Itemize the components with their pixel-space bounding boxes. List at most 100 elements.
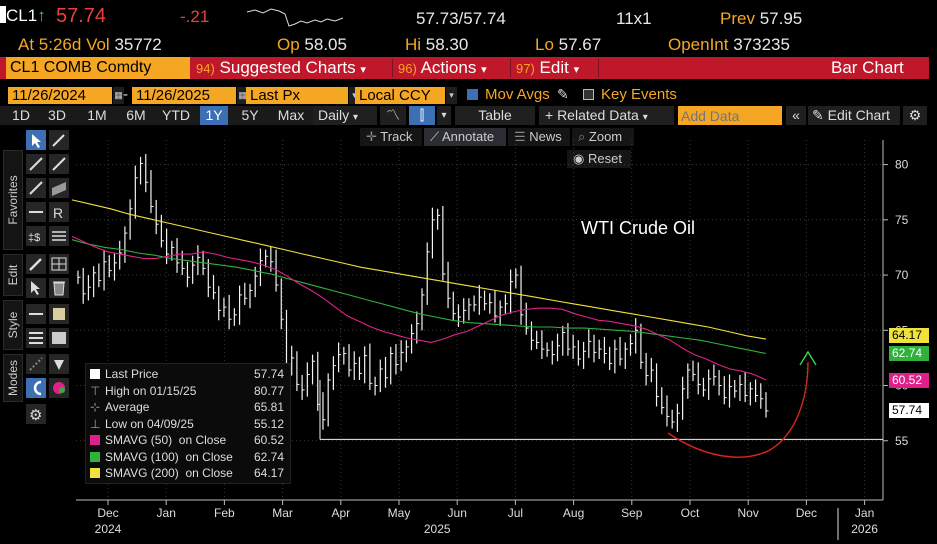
reset-button[interactable]: ◉ Reset	[567, 150, 631, 168]
tab-style[interactable]: Style	[3, 300, 23, 350]
actions-menu[interactable]: 96) Actions ▾	[398, 58, 487, 77]
bar-chart-icon[interactable]: ⫿	[409, 106, 435, 125]
field-select[interactable]: Last Px	[246, 87, 348, 104]
arrow-up-icon	[799, 350, 817, 366]
zoom-icon: ⌕	[578, 129, 586, 144]
price-tag: 62.74	[889, 346, 929, 362]
news-icon: ☰	[514, 129, 526, 144]
trend-annotation-curve	[667, 361, 809, 458]
pencil-icon[interactable]: ✎	[557, 86, 569, 102]
weight-icon	[29, 332, 43, 344]
legend-label: SMAVG (200) on Close	[105, 466, 233, 480]
measure-icon	[29, 357, 43, 371]
sma50-line	[71, 235, 767, 381]
frequency-select[interactable]: Daily ▾	[313, 106, 377, 125]
tab-edit[interactable]: Edit	[3, 254, 23, 296]
x-year-label: 2025	[424, 522, 451, 536]
retrace-icon: R	[53, 205, 63, 221]
track-button[interactable]: ✛ Track	[360, 128, 422, 146]
price-tag: 57.74	[889, 403, 929, 419]
security-field[interactable]: CL1 COMB Comdty	[6, 57, 190, 79]
text-lines-icon	[52, 231, 66, 241]
tab-modes[interactable]: Modes	[3, 354, 23, 402]
trend-icon	[29, 181, 43, 195]
tab-favorites[interactable]: Favorites	[3, 150, 23, 250]
x-tick-label: May	[388, 506, 411, 520]
gear-icon[interactable]: ⚙	[903, 106, 927, 125]
legend-label: SMAVG (50) on Close	[105, 433, 227, 447]
sma200-line	[71, 199, 767, 340]
y-tick-label: 75	[895, 213, 909, 227]
up-arrow-icon: ↑	[37, 6, 46, 25]
annotate-button[interactable]: ⟋ Annotate	[424, 128, 506, 146]
chevron-down-icon[interactable]: ▾	[446, 87, 457, 104]
last-price: 57.74	[56, 5, 107, 27]
legend-swatch	[90, 369, 100, 379]
legend-row: ⊹ Average	[90, 400, 149, 415]
chevron-down-icon[interactable]: ▾	[349, 87, 360, 104]
high-price: Hi 58.30	[405, 35, 469, 54]
x-tick-label: Nov	[738, 506, 759, 520]
suggested-charts-menu[interactable]: 94) Suggested Charts ▾	[196, 58, 366, 77]
segment-icon	[29, 157, 43, 171]
bid-ask: 57.73/57.74	[416, 9, 506, 28]
collapse-icon[interactable]: «	[786, 106, 806, 125]
mov-avgs-checkbox[interactable]	[467, 89, 478, 100]
crosshair-icon: ✛	[366, 129, 377, 144]
x-tick-label: Mar	[272, 506, 293, 520]
start-date-input[interactable]: 11/26/2024	[8, 87, 112, 104]
legend-label: Low on 04/09/25	[105, 416, 194, 431]
period-button-5y[interactable]: 5Y	[241, 107, 259, 123]
chart-type-label: Bar Chart	[831, 58, 904, 77]
drawing-tools: R ‡$ ⚙	[26, 130, 69, 424]
period-button-1d[interactable]: 1D	[12, 107, 30, 123]
x-tick-label: Jul	[508, 506, 523, 520]
table-button[interactable]: Table	[455, 106, 535, 125]
fill-color-icon	[53, 308, 65, 320]
legend-value: 62.74	[253, 449, 284, 464]
line-chart-icon[interactable]: 〽	[380, 106, 406, 125]
edit-chart-button[interactable]: ✎ Edit Chart	[808, 106, 900, 125]
legend-row: ⊥ Low on 04/09/25	[90, 417, 194, 432]
grid-icon	[51, 257, 67, 271]
period-button-1y[interactable]: 1Y	[200, 106, 228, 125]
legend-row: Last Price	[90, 367, 158, 382]
x-tick-label: Aug	[563, 506, 584, 520]
add-data-input[interactable]	[678, 106, 782, 125]
select-cursor-icon	[31, 281, 40, 295]
open-interest: OpenInt 373235	[668, 35, 790, 54]
x-tick-label: Dec	[796, 506, 817, 520]
sma100-line	[71, 239, 767, 355]
period-button-ytd[interactable]: YTD	[162, 107, 190, 123]
calendar-icon[interactable]: ▦	[113, 87, 124, 104]
key-events-checkbox[interactable]	[583, 89, 594, 100]
period-button-6m[interactable]: 6M	[126, 107, 146, 123]
fib-icon: ‡$	[28, 232, 40, 244]
currency-select[interactable]: Local CCY	[355, 87, 445, 104]
period-button-1m[interactable]: 1M	[87, 107, 107, 123]
period-button-max[interactable]: Max	[277, 107, 305, 123]
period-button-3d[interactable]: 3D	[48, 107, 66, 123]
chevron-down-icon[interactable]: ▾	[437, 106, 451, 125]
x-tick-label: Jan	[855, 506, 874, 520]
fill-style-icon	[52, 332, 66, 344]
edit-menu[interactable]: 97) Edit ▾	[516, 58, 580, 77]
legend-swatch	[90, 468, 100, 478]
legend-label: Average	[105, 400, 150, 414]
net-change: -.21	[180, 7, 210, 26]
calendar-icon[interactable]: ▦	[237, 87, 248, 104]
news-button[interactable]: ☰ News	[508, 128, 570, 146]
y-tick-label: 70	[895, 268, 909, 282]
reset-icon: ◉	[573, 151, 585, 166]
mov-avgs-label[interactable]: Mov Avgs	[485, 86, 550, 103]
date-dash: -	[123, 86, 128, 103]
end-date-input[interactable]: 11/26/2025	[132, 87, 236, 104]
low-price: Lo 57.67	[535, 35, 602, 54]
related-data-button[interactable]: + Related Data ▾	[539, 106, 674, 125]
legend-label: SMAVG (100) on Close	[105, 449, 233, 464]
prev-close: Prev 57.95	[720, 9, 803, 28]
settings-tool	[26, 404, 46, 424]
zoom-button[interactable]: ⌕ Zoom	[572, 128, 634, 146]
key-events-label[interactable]: Key Events	[601, 86, 677, 103]
